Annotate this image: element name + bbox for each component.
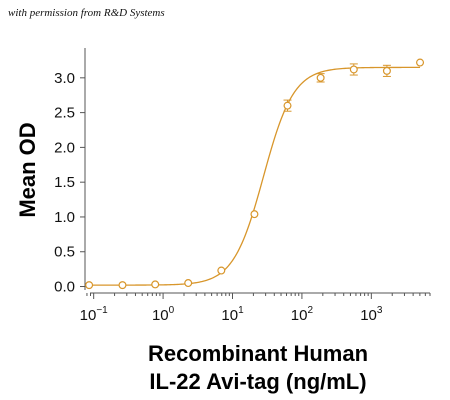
x-tick-label: 10−1 (80, 305, 109, 324)
y-tick-label: 0.5 (54, 244, 75, 261)
data-point (250, 210, 259, 219)
data-point (184, 279, 193, 288)
data-point-marker (85, 281, 94, 290)
data-point-marker (382, 66, 391, 75)
x-tick-label: 101 (221, 305, 244, 324)
x-axis-title-line: IL-22 Avi-tag (ng/mL) (149, 369, 366, 394)
data-points-group (85, 58, 425, 290)
data-point (349, 63, 358, 76)
data-point-marker (416, 58, 425, 67)
axis-titles: Mean OD Recombinant Human IL-22 Avi-tag (n… (15, 122, 368, 394)
y-tick-label: 1.0 (54, 209, 75, 226)
data-point-marker (316, 73, 325, 82)
data-point-marker (184, 279, 193, 288)
fit-curve (89, 66, 421, 286)
data-point (217, 266, 226, 275)
data-point (151, 280, 160, 289)
x-tick-label: 100 (152, 305, 175, 324)
y-tick-label: 2.0 (54, 139, 75, 156)
data-point-marker (118, 281, 127, 290)
x-tick-label: 103 (360, 305, 383, 324)
data-point (118, 281, 127, 290)
data-point-marker (283, 101, 292, 110)
fit-curve-group (89, 66, 421, 286)
chart-axes: 0.0 0.5 1.0 1.5 2.0 2.5 3.0 10−1 100 101 102 103 (54, 48, 431, 324)
data-point (382, 64, 391, 77)
image-credit: with permission from R&D Systems (8, 7, 165, 19)
data-point-marker (217, 266, 226, 275)
y-axis-title: Mean OD (15, 122, 40, 217)
data-point (416, 58, 425, 67)
data-point-marker (349, 65, 358, 74)
y-tick-label: 1.5 (54, 174, 75, 191)
data-point (316, 73, 325, 83)
data-point-marker (250, 210, 259, 219)
data-point-marker (151, 280, 160, 289)
y-tick-label: 0.0 (54, 279, 75, 296)
x-tick-label: 102 (291, 305, 314, 324)
data-point (283, 99, 292, 112)
x-axis-title-line: Recombinant Human (148, 341, 368, 366)
y-tick-label: 3.0 (54, 70, 75, 87)
y-tick-label: 2.5 (54, 105, 75, 122)
data-point (85, 281, 94, 290)
